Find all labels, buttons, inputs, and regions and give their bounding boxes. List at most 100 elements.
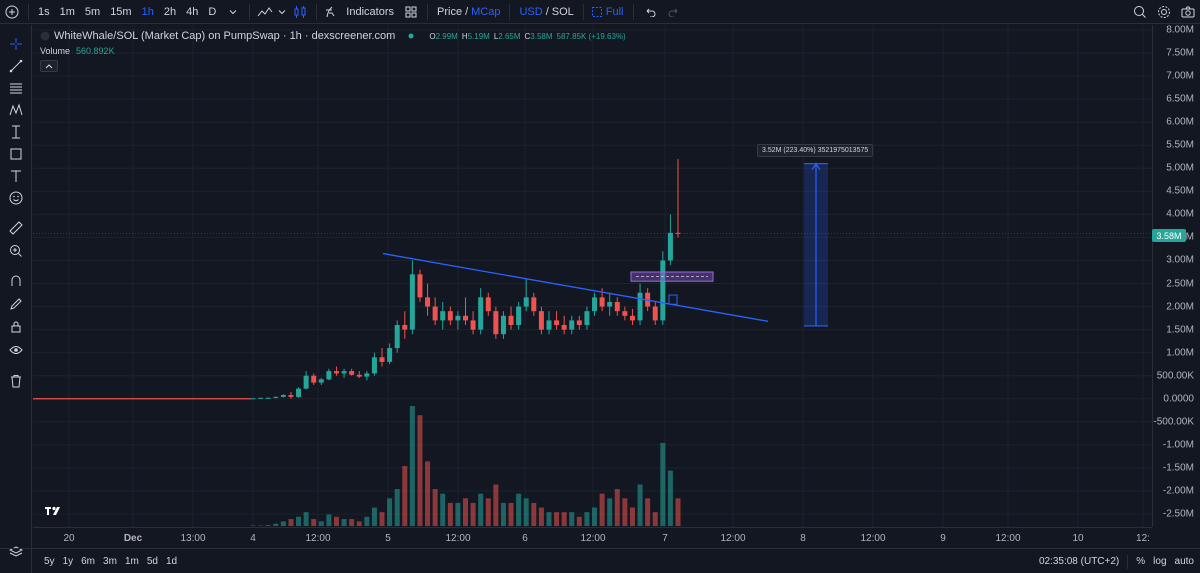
collapse-legend-button[interactable] bbox=[40, 60, 58, 72]
candle-body bbox=[516, 306, 522, 326]
line-chart-type-icon[interactable] bbox=[254, 0, 276, 24]
time-axis[interactable]: 20 Dec 13:00 4 12:00 5 12:00 6 12:00 7 12:00 8 12:00… bbox=[33, 527, 1152, 547]
volume-bar bbox=[364, 516, 370, 526]
time-tick-label: 12:00 bbox=[580, 533, 606, 544]
full-button[interactable]: Full bbox=[605, 5, 624, 18]
interval-1m[interactable]: 1m bbox=[59, 5, 75, 18]
small-marker-box bbox=[668, 294, 678, 305]
candle-body bbox=[296, 388, 302, 397]
range-6m[interactable]: 6m bbox=[81, 555, 96, 567]
volume-bar bbox=[478, 493, 484, 526]
volume-bar bbox=[614, 489, 620, 526]
volume-value: 560.892K bbox=[76, 46, 115, 56]
price-toggle[interactable]: Price / bbox=[432, 0, 471, 24]
time-tick-label: 12:00 bbox=[445, 533, 471, 544]
text-icon[interactable] bbox=[4, 165, 28, 187]
candle-body bbox=[318, 379, 324, 383]
interval-1s[interactable]: 1s bbox=[38, 5, 50, 18]
candle-body bbox=[470, 320, 476, 330]
interval-1h[interactable]: 1h bbox=[141, 5, 154, 18]
projection-icon[interactable] bbox=[4, 121, 28, 143]
candle-body bbox=[440, 311, 446, 321]
divider bbox=[28, 3, 29, 20]
indicators-icon[interactable] bbox=[321, 0, 341, 24]
interval-4h[interactable]: 4h bbox=[186, 5, 199, 18]
trend-line-icon[interactable] bbox=[4, 55, 28, 77]
log-toggle[interactable]: log bbox=[1153, 556, 1167, 567]
pencil-lock-icon[interactable] bbox=[4, 293, 28, 315]
pattern-icon[interactable] bbox=[4, 99, 28, 121]
usd-toggle[interactable]: USD bbox=[519, 5, 543, 18]
eye-icon[interactable] bbox=[4, 339, 28, 361]
time-tick-label: 20 bbox=[63, 533, 75, 544]
bottom-toolbar: 5y 1y 6m 3m 1m 5d 1d 02:35:08 (UTC+2) % … bbox=[0, 548, 1200, 573]
volume-bar bbox=[485, 498, 491, 526]
time-tick-label: 12:00 bbox=[860, 533, 886, 544]
candle-body bbox=[417, 274, 423, 298]
fib-retracement-icon[interactable] bbox=[4, 77, 28, 99]
range-1d[interactable]: 1d bbox=[165, 555, 178, 567]
time-tick-label: Dec bbox=[123, 533, 143, 544]
camera-icon[interactable] bbox=[1176, 0, 1200, 24]
mcap-toggle[interactable]: MCap bbox=[471, 5, 501, 18]
tradingview-logo[interactable] bbox=[40, 502, 66, 520]
candle-body bbox=[311, 375, 317, 383]
candle-body bbox=[326, 371, 332, 380]
interval-D[interactable]: D bbox=[208, 5, 217, 18]
candle-body bbox=[561, 325, 567, 330]
candle-body bbox=[478, 297, 484, 330]
undo-icon[interactable] bbox=[638, 0, 662, 24]
range-3m[interactable]: 3m bbox=[103, 555, 117, 567]
range-5d[interactable]: 5d bbox=[146, 555, 158, 567]
sol-toggle[interactable]: / SOL bbox=[543, 0, 579, 24]
range-5y[interactable]: 5y bbox=[44, 555, 55, 567]
lock-icon[interactable] bbox=[4, 316, 28, 338]
add-symbol-icon[interactable] bbox=[0, 0, 24, 24]
interval-2h[interactable]: 2h bbox=[163, 5, 177, 18]
price-axis[interactable]: 8.00M 7.50M 7.00M 6.50M 6.00M 5.50M 5.00M 4.50M… bbox=[1152, 25, 1200, 527]
candles-chart-type-icon[interactable] bbox=[288, 0, 312, 24]
magnet-icon[interactable] bbox=[4, 270, 28, 292]
candle-body bbox=[508, 315, 514, 326]
volume-bar bbox=[394, 489, 400, 526]
range-1m[interactable]: 1m bbox=[124, 555, 139, 567]
volume-bar bbox=[645, 498, 651, 526]
price-tick-label: -500.00K bbox=[1153, 416, 1194, 428]
layers-icon[interactable] bbox=[4, 541, 28, 563]
search-zoom-icon[interactable] bbox=[1128, 0, 1152, 24]
ruler-icon[interactable] bbox=[4, 217, 28, 239]
rectangle-icon[interactable] bbox=[4, 143, 28, 165]
price-tick-label: 5.50M bbox=[1166, 139, 1194, 151]
redo-icon[interactable] bbox=[662, 0, 686, 24]
volume-bar bbox=[273, 523, 279, 526]
candle-body bbox=[356, 374, 362, 377]
chart-canvas[interactable] bbox=[33, 25, 1152, 527]
close-key: C bbox=[524, 31, 531, 41]
volume-bar bbox=[318, 521, 324, 526]
range-1y[interactable]: 1y bbox=[62, 555, 74, 567]
volume-bar bbox=[303, 512, 309, 526]
indicators-button[interactable]: Indicators bbox=[346, 5, 394, 18]
fullscreen-range-icon[interactable] bbox=[588, 0, 606, 24]
volume-bar bbox=[265, 525, 271, 526]
chart-pane[interactable] bbox=[33, 25, 1152, 527]
crosshair-icon[interactable] bbox=[4, 33, 28, 55]
interval-5m[interactable]: 5m bbox=[84, 5, 101, 18]
price-tick-label: 1.50M bbox=[1166, 324, 1194, 336]
interval-15m[interactable]: 15m bbox=[110, 5, 132, 18]
layouts-icon[interactable] bbox=[399, 0, 423, 24]
clock[interactable]: 02:35:08 (UTC+2) bbox=[1038, 556, 1120, 567]
zoom-in-icon[interactable] bbox=[4, 240, 28, 262]
chevron-down-icon[interactable] bbox=[276, 0, 288, 24]
trash-icon[interactable] bbox=[4, 370, 28, 392]
divider bbox=[582, 3, 584, 20]
time-tick-label: 12: bbox=[1136, 533, 1150, 544]
open-key: O bbox=[429, 31, 436, 41]
emoji-icon[interactable] bbox=[4, 187, 28, 209]
percent-toggle[interactable]: % bbox=[1136, 556, 1146, 567]
gear-icon[interactable] bbox=[1152, 0, 1176, 24]
divider bbox=[1127, 554, 1129, 569]
chevron-down-icon[interactable] bbox=[221, 0, 245, 24]
price-tick-label: 500.00K bbox=[1156, 370, 1194, 382]
auto-toggle[interactable]: auto bbox=[1174, 556, 1194, 567]
